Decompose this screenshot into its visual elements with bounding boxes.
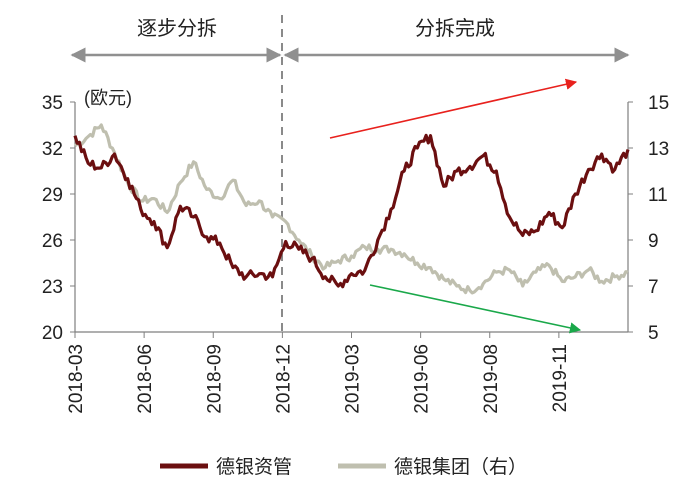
left-axis-unit: (欧元) [84, 88, 132, 108]
right-tick-label: 5 [648, 323, 659, 344]
x-tick-label: 2018-06 [135, 344, 156, 414]
x-tick-label: 2018-03 [66, 344, 87, 414]
right-tick-label: 15 [648, 93, 669, 114]
phase-label-gradual: 逐步分拆 [137, 17, 217, 40]
left-tick-label: 35 [42, 93, 63, 114]
right-tick-label: 9 [648, 231, 659, 252]
legend: 德银资管 德银集团（右） [160, 456, 527, 478]
legend-label-group: 德银集团（右） [394, 456, 527, 478]
x-tick-label: 2018-09 [204, 344, 225, 414]
right-tick-label: 7 [648, 277, 659, 298]
axes: 20 23 26 29 32 35 5 7 9 11 13 15 2018-03 2018-06 2018-… [42, 93, 669, 414]
left-tick-label: 26 [42, 231, 63, 252]
x-tick-label: 2019-03 [343, 344, 364, 414]
left-tick-label: 32 [42, 139, 63, 160]
series-line-asset-mgmt [73, 133, 630, 289]
series-line-group [74, 123, 629, 295]
right-tick-label: 13 [648, 139, 669, 160]
trend-up-arrow [329, 78, 578, 139]
x-tick-label: 2018-12 [273, 344, 294, 414]
phase-label-complete: 分拆完成 [415, 17, 495, 40]
left-tick-label: 23 [42, 277, 63, 298]
left-tick-label: 29 [42, 185, 63, 206]
x-tick-label: 2019-06 [412, 344, 433, 414]
x-tick-label: 2019-08 [481, 344, 502, 414]
trend-down-arrow [369, 284, 582, 334]
left-tick-label: 20 [42, 323, 63, 344]
right-tick-label: 11 [648, 185, 668, 206]
legend-label-asset-mgmt: 德银资管 [216, 456, 292, 478]
series-layer [73, 123, 630, 295]
x-tick-label: 2019-11 [550, 344, 571, 412]
